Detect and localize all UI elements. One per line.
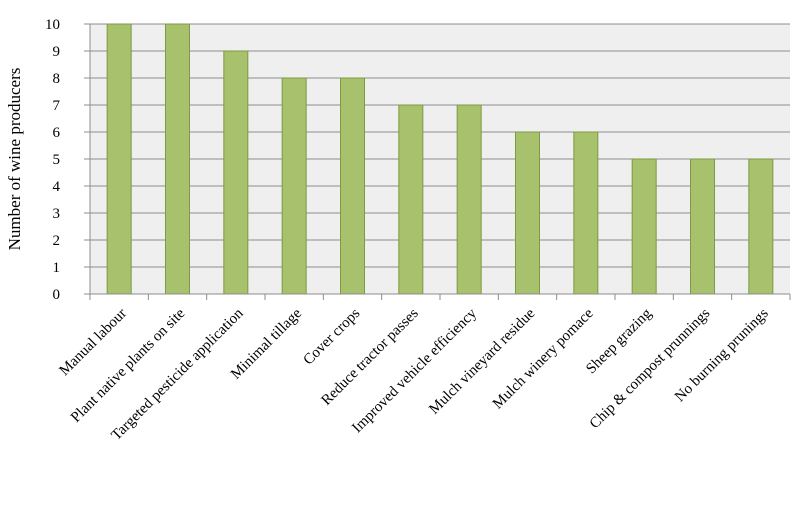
bar <box>515 131 540 295</box>
y-tick-label: 9 <box>53 44 61 60</box>
bar <box>456 104 482 295</box>
y-tick-label: 10 <box>45 17 60 33</box>
bar <box>281 77 307 295</box>
x-tick-label: Mulch vineyard residue <box>426 305 538 417</box>
x-tick-label: Cover crops <box>300 305 363 368</box>
x-tick-label: Plant native plants on site <box>68 305 189 426</box>
y-tick-label: 0 <box>53 287 61 303</box>
bar <box>223 50 249 295</box>
x-tick-label: Reduce tractor passes <box>318 305 421 408</box>
bar <box>690 158 715 295</box>
bar <box>340 77 365 295</box>
y-tick-label: 4 <box>53 179 61 195</box>
y-tick-labels: 0 1 2 3 4 5 6 7 8 9 10 <box>45 17 90 303</box>
bar <box>106 23 132 295</box>
x-tick-label: Mulch winery pomace <box>490 305 597 412</box>
y-tick-label: 7 <box>53 98 61 114</box>
y-tick-label: 8 <box>53 71 61 87</box>
y-tick-label: 5 <box>53 152 61 168</box>
y-tick-label: 1 <box>53 260 61 276</box>
bar <box>165 23 190 295</box>
bar <box>573 131 599 295</box>
bar <box>631 158 657 295</box>
gridlines <box>90 23 790 295</box>
bar <box>398 104 424 295</box>
y-axis-label: Number of wine producers <box>5 68 24 251</box>
y-tick-label: 2 <box>53 233 61 249</box>
x-tick-label: Chip & compost prunnings <box>587 305 714 432</box>
y-tick-label: 3 <box>53 206 61 222</box>
bar <box>748 158 774 295</box>
y-tick-label: 6 <box>53 125 61 141</box>
bars <box>106 23 774 295</box>
